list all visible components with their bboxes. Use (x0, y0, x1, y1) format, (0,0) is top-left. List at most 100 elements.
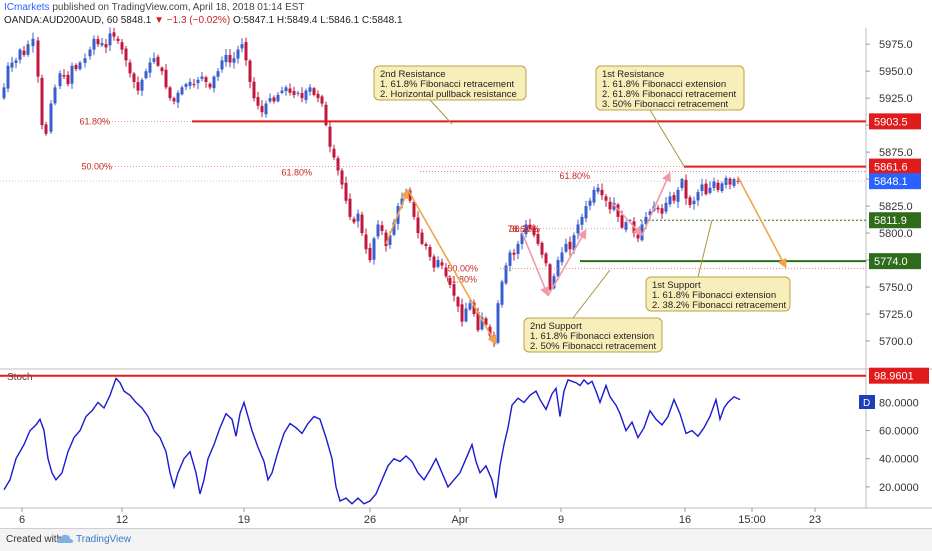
tradingview-brand[interactable]: TradingView (76, 534, 132, 545)
candle-body (148, 62, 152, 73)
candle-body (596, 187, 600, 192)
candle-body (276, 94, 280, 102)
annotation-line: 2. 38.2% Fibonacci retracement (652, 300, 786, 311)
candle-body (532, 227, 536, 236)
candle-body (656, 207, 660, 210)
candle-body (612, 202, 616, 210)
candle-body (384, 232, 388, 247)
broker-link[interactable]: ICmarkets (4, 2, 50, 13)
candle-body (556, 260, 560, 277)
stoch-level-label: 98.9601 (874, 371, 914, 383)
price-tick-label: 5750.0 (879, 282, 913, 294)
candle-body (720, 183, 724, 192)
candle-body (240, 44, 244, 49)
annotation-line: 1. 61.8% Fibonacci extension (530, 331, 654, 342)
candle-body (604, 196, 608, 201)
candle-body (49, 103, 53, 132)
candle-body (704, 183, 708, 195)
candle-body (248, 60, 252, 82)
candle-body (580, 216, 584, 225)
candle-body (536, 234, 540, 244)
candle-body (360, 214, 364, 234)
fib-label: 61.80% (446, 274, 477, 284)
candle-body (364, 234, 368, 250)
time-tick-label: 23 (809, 514, 821, 526)
annotation-box (595, 65, 745, 111)
candle-body (216, 71, 220, 77)
publisher-line: ICmarkets published on TradingView.com, … (4, 2, 305, 13)
chart-canvas[interactable]: 5975.05950.05925.05900.05875.05850.05825… (0, 0, 932, 528)
candle-body (660, 208, 664, 214)
candle-body (524, 224, 528, 235)
candle-body (628, 220, 632, 222)
last-price-badge-bg (869, 173, 921, 190)
candle-body (36, 40, 40, 77)
candle-body (676, 189, 680, 202)
symbol-label: OANDA:AUD200AUD, 60 (4, 15, 118, 26)
candle-body (132, 73, 136, 82)
candle-body (108, 33, 112, 46)
candle-body (92, 38, 96, 50)
annotation-pointer (697, 219, 713, 278)
candle-body (408, 190, 412, 201)
candle-body (104, 44, 108, 48)
stoch-tick-label: 20.0000 (879, 482, 919, 494)
candle-body (388, 235, 392, 245)
fib-label: 38.20% (509, 224, 540, 234)
price-tick-label: 5925.0 (879, 93, 913, 105)
candle-body (196, 79, 200, 84)
candle-body (416, 217, 420, 234)
candle-body (568, 241, 572, 250)
time-tick-label: 9 (558, 514, 564, 526)
candle-body (83, 58, 87, 63)
candle-body (152, 58, 156, 62)
candle-body (512, 252, 516, 255)
candle-body (696, 192, 700, 201)
candle-body (2, 87, 6, 99)
stoch-series-badge-label: D (863, 398, 870, 409)
candle-body (412, 201, 416, 217)
last-price-badge-label: 5848.1 (874, 176, 908, 188)
candle-body (252, 81, 256, 99)
candle-body (372, 238, 376, 260)
candle-body (732, 179, 736, 186)
candle-body (476, 312, 480, 331)
candle-body (540, 242, 544, 255)
candle-body (712, 181, 716, 188)
candle-body (552, 276, 556, 289)
candle-body (292, 91, 296, 95)
candle-body (520, 233, 524, 245)
candle-body (668, 196, 672, 205)
candle-body (192, 84, 196, 86)
candle-body (572, 235, 576, 251)
candle-body (288, 88, 292, 93)
fib-label: 50.00% (81, 162, 112, 172)
price-tick-label: 5800.0 (879, 228, 913, 240)
candle-body (74, 65, 78, 70)
candle-body (184, 84, 188, 87)
support-2-badge-label: 5774.0 (874, 256, 908, 268)
candle-body (672, 195, 676, 201)
annotation-title: 1st Support (652, 280, 701, 291)
candle-body (528, 224, 532, 228)
stoch-panel: Stoch 80.0000 60.0000 40.0000 20.0000 98.9601… (0, 367, 929, 505)
annotation-line: 2. Horizontal pullback resistance (380, 89, 517, 100)
candle-body (62, 75, 66, 77)
annotation-line: 1. 61.8% Fibonacci extension (652, 290, 776, 301)
candle-body (284, 87, 288, 92)
candle-body (212, 76, 216, 89)
candle-body (584, 206, 588, 219)
candle-body (156, 56, 160, 66)
candle-body (264, 103, 268, 115)
stoch-series-badge[interactable] (859, 395, 875, 409)
candle-body (312, 88, 316, 95)
candle-body (160, 67, 164, 72)
annotation-box (645, 276, 791, 312)
candle-body (66, 74, 70, 85)
candle-body (460, 304, 464, 322)
annotation-pointer (572, 269, 611, 319)
